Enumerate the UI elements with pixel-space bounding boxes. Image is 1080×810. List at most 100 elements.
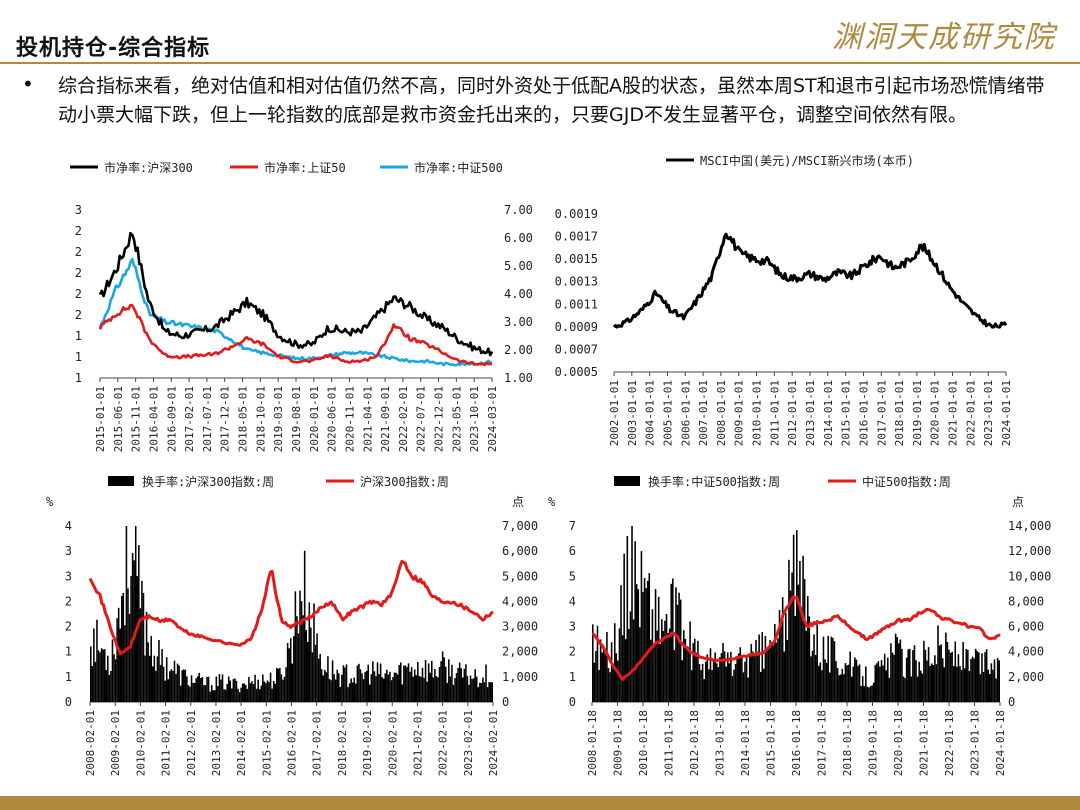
csi300-turnover-bar <box>359 669 362 702</box>
csi300-turnover-bar <box>440 661 442 702</box>
csi300-turnover-bar <box>280 674 283 702</box>
csi300-turnover-bar <box>307 641 309 702</box>
csi300-turnover-bar <box>150 635 152 702</box>
csi300-turnover-bar <box>311 652 314 702</box>
csi300-turnover-bar <box>155 670 157 702</box>
csi300-chart-x-tick-label: 2022-02-01 <box>437 710 450 776</box>
csi500-turnover-bar <box>960 670 963 702</box>
csi300-turnover-bar <box>241 683 244 702</box>
csi300-turnover-bar <box>107 655 109 702</box>
csi300-turnover-bar <box>389 671 391 702</box>
csi300-turnover-bar <box>220 679 222 702</box>
csi300-turnover-bar <box>268 681 270 702</box>
csi300-turnover-bar <box>317 658 320 702</box>
csi500-turnover-bar <box>750 643 753 702</box>
csi500-turnover-bar <box>828 672 831 702</box>
csi500-turnover-bar <box>690 670 693 702</box>
csi300-turnover-bar <box>336 669 338 702</box>
csi500-turnover-bar <box>921 673 924 702</box>
csi300-index-line <box>88 559 494 656</box>
csi500-turnover-bar <box>794 616 796 702</box>
csi300-turnover-bar <box>344 667 346 702</box>
csi300-turnover-bar <box>355 683 357 702</box>
csi500-chart-x-tick-label: 2019-01-18 <box>867 710 880 776</box>
csi300-turnover-bar <box>410 667 413 702</box>
csi300-turnover-bar <box>105 670 108 702</box>
msci-chart-x-tick-label: 2023-01-01 <box>982 380 995 446</box>
csi300-chart-x-tick-label: 2024-02-01 <box>487 710 500 776</box>
csi500-turnover-bar <box>726 652 729 702</box>
csi500-turnover-bar <box>621 635 624 702</box>
csi500-turnover-bar <box>910 676 913 702</box>
csi300-turnover-bar <box>145 611 148 702</box>
csi500-turnover-bar <box>941 658 944 702</box>
csi500-turnover-bar <box>744 661 746 702</box>
csi500-turnover-bar <box>816 624 818 702</box>
csi300-chart-left-y-tick-label: 0 <box>65 695 72 709</box>
csi300-turnover-bar <box>103 649 106 702</box>
csi300-turnover-bar <box>314 644 317 702</box>
pb-chart-left-y-tick-label: 2 <box>75 245 82 259</box>
msci-chart-x-tick-label: 2017-01-01 <box>875 380 888 446</box>
csi300-turnover-bar <box>331 660 334 702</box>
csi500-turnover-bar <box>653 646 655 702</box>
csi500-chart-x-tick-label: 2016-01-18 <box>790 710 803 776</box>
csi300-turnover-bar <box>347 687 349 702</box>
csi300-chart-left-y-tick-label: 2 <box>65 620 72 634</box>
csi300-turnover-bar <box>370 674 373 702</box>
csi500-turnover-bar <box>712 659 715 702</box>
pb-chart-x-tick-label: 2016-09-01 <box>165 386 178 452</box>
csi300-turnover-bar <box>224 689 227 702</box>
csi300-turnover-bar <box>133 560 135 702</box>
csi300-turnover-bar <box>184 669 187 702</box>
csi300-turnover-bar <box>468 684 470 702</box>
csi300-turnover-bar <box>448 659 450 702</box>
csi300-turnover-bar <box>254 674 256 702</box>
csi300-turnover-bar <box>458 662 461 702</box>
csi300-turnover-bar <box>134 526 137 702</box>
csi500-turnover-bar <box>978 652 980 702</box>
csi500-turnover-bar <box>609 672 611 702</box>
pb-chart-right-y-tick-label: 3.00 <box>504 315 533 329</box>
csi500-turnover-bar <box>675 587 677 702</box>
csi500-turnover-bar <box>987 669 990 702</box>
csi300-chart-x-tick-label: 2008-02-01 <box>84 710 97 776</box>
csi500-turnover-bar <box>919 670 922 702</box>
msci-chart-x-tick-label: 2014-01-01 <box>822 380 835 446</box>
csi300-turnover-bar <box>235 680 238 702</box>
csi500-chart-right-y-tick-label: 12,000 <box>1008 544 1051 558</box>
pb-series-2 <box>98 257 493 367</box>
pb-chart-left-y-tick-label: 2 <box>75 224 82 238</box>
csi300-turnover-bar <box>313 603 315 702</box>
csi500-turnover-bar <box>698 664 701 702</box>
csi300-turnover-bar <box>322 675 325 702</box>
csi500-right-unit: 点 <box>1012 495 1024 509</box>
csi500-turnover-bar <box>821 670 823 702</box>
msci-chart-x-tick-label: 2005-01-01 <box>661 380 674 446</box>
summary-text: 综合指标来看，绝对估值和相对估值仍然不高，同时外资处于低配A股的状态，虽然本周S… <box>58 75 1045 126</box>
csi500-turnover-bar <box>651 609 654 702</box>
csi500-turnover-bar <box>833 641 836 702</box>
csi300-turnover-bar <box>341 674 343 702</box>
pb-chart-left-y-tick-label: 2 <box>75 266 82 280</box>
csi500-turnover-bar <box>956 666 958 702</box>
pb-series-0 <box>98 231 494 357</box>
csi300-chart-left-y-tick-label: 1 <box>65 670 72 684</box>
pb-chart-left-y-tick-label: 1 <box>75 371 82 385</box>
csi500-chart-right-y-tick-label: 2,000 <box>1008 670 1044 684</box>
csi300-chart-x-tick-label: 2011-02-01 <box>160 710 173 776</box>
csi300-turnover-bar <box>274 683 276 702</box>
csi500-turnover-bar <box>899 639 902 702</box>
csi500-turnover-bar <box>731 676 734 702</box>
csi500-turnover-bar <box>973 658 975 702</box>
csi300-chart-right-y-tick-label: 2,000 <box>502 645 538 659</box>
csi500-turnover-bar <box>747 677 749 702</box>
csi500-turnover-bar <box>916 676 919 702</box>
csi500-left-unit: % <box>548 495 556 509</box>
csi500-turnover-bar <box>709 648 712 702</box>
csi300-chart-x-tick-label: 2021-02-01 <box>411 710 424 776</box>
csi300-turnover-bar <box>417 662 419 702</box>
csi300-turnover-bar <box>328 679 331 702</box>
csi500-turnover-bar <box>948 649 950 702</box>
